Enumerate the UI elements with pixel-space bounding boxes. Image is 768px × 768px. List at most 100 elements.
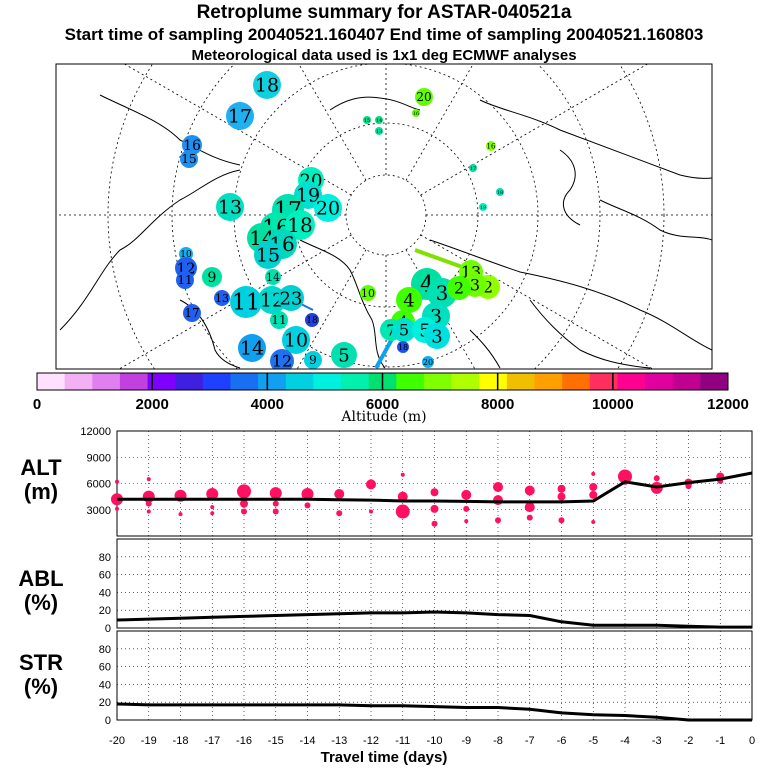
plume-marker-circle xyxy=(202,267,222,287)
plume-marker: 9 xyxy=(304,351,322,369)
altitude-scale-swatch xyxy=(37,373,66,390)
coastline xyxy=(99,94,241,166)
plume-marker-label: 12 xyxy=(272,352,292,371)
abl-y-tick-label: 20 xyxy=(99,605,111,617)
plume-marker-label: 2 xyxy=(454,279,464,298)
plume-marker-circle xyxy=(265,269,281,285)
plume-marker-circle xyxy=(270,349,294,369)
plume-marker-circle xyxy=(282,326,310,354)
plume-marker: 17 xyxy=(469,164,477,172)
altitude-point xyxy=(115,479,119,484)
altitude-scale-swatch xyxy=(285,373,314,390)
plume-marker: 18 xyxy=(305,313,319,327)
plume-marker-circle xyxy=(270,311,288,329)
altitude-scale-swatch xyxy=(230,373,259,390)
plume-marker-circle xyxy=(226,102,254,130)
plume-marker-label: 16 xyxy=(487,142,496,150)
plume-marker-label: 18 xyxy=(497,190,503,196)
x-tick-label: -4 xyxy=(620,735,630,747)
altitude-point xyxy=(524,485,535,496)
altitude-point xyxy=(524,502,535,513)
plume-marker: 3 xyxy=(424,323,450,349)
altitude-scale-swatch xyxy=(589,373,618,390)
plume-marker-label: 5 xyxy=(419,320,430,341)
altitude-point xyxy=(400,472,405,477)
altitude-scale-tick: 6000 xyxy=(366,396,399,413)
altitude-point xyxy=(589,490,598,499)
altitude-point xyxy=(591,520,596,524)
altitude-scale-tick: 10000 xyxy=(592,396,634,413)
coastline xyxy=(599,199,712,241)
abl-label-text: ABL (%) xyxy=(18,566,64,615)
altitude-point xyxy=(146,477,151,482)
plume-marker-circle xyxy=(179,247,193,261)
plume-marker-circle xyxy=(183,304,201,322)
plume-marker: 18 xyxy=(397,341,409,353)
plume-marker-label: 9 xyxy=(309,353,317,367)
plume-marker-label: 16 xyxy=(183,138,201,154)
plume-marker-circle xyxy=(230,286,262,318)
plume-marker-circle xyxy=(180,150,198,168)
alt-panel-label: ALT (m) xyxy=(6,456,76,504)
plume-marker-label: 14 xyxy=(266,271,280,284)
plume-marker: 15 xyxy=(363,116,371,124)
altitude-point xyxy=(653,475,660,482)
altitude-point xyxy=(240,499,248,508)
alt-y-tick-label: 3000 xyxy=(87,505,111,517)
plume-marker-label: 7 xyxy=(386,321,396,339)
plume-marker-circle xyxy=(285,210,315,240)
plume-marker-circle xyxy=(304,351,322,369)
altitude-point xyxy=(145,500,152,507)
altitude-point xyxy=(495,517,501,524)
coastline xyxy=(299,239,386,369)
x-tick-label: -10 xyxy=(427,735,443,747)
plume-marker-label: 3 xyxy=(470,276,480,295)
plume-marker-circle xyxy=(305,313,319,327)
x-tick-label: -11 xyxy=(395,735,410,747)
altitude-point xyxy=(272,500,279,507)
coastline xyxy=(59,169,241,331)
alt-series-line xyxy=(117,471,753,504)
alt-y-tick-label: 9000 xyxy=(87,452,111,464)
altitude-point xyxy=(304,502,311,509)
x-tick-label: -12 xyxy=(363,735,379,747)
plume-marker-label: 14 xyxy=(240,338,264,360)
abl-y-tick-label: 40 xyxy=(99,587,111,599)
str-series-line xyxy=(116,702,752,722)
altitude-scale-swatch xyxy=(534,373,563,390)
plume-marker-label: 3 xyxy=(431,326,442,347)
coastline xyxy=(469,329,501,369)
plume-marker-circle xyxy=(254,241,282,269)
meridian-line xyxy=(296,249,367,369)
plume-marker-circle xyxy=(363,116,371,124)
plume-marker-label: 12 xyxy=(260,290,284,312)
latitude-circle xyxy=(107,64,665,369)
altitude-point xyxy=(526,514,533,521)
altitude-scale-swatch xyxy=(672,373,701,390)
plume-marker: 20 xyxy=(422,356,434,368)
altitude-scale-swatch xyxy=(313,373,342,390)
plume-marker-label: 11 xyxy=(271,313,286,327)
altitude-point xyxy=(557,492,566,501)
x-tick-label: -8 xyxy=(493,735,503,747)
plume-marker-circle xyxy=(469,164,477,172)
altitude-scale-tick: 4000 xyxy=(251,396,284,413)
alt-y-tick-label: 12000 xyxy=(80,426,111,438)
plume-marker-circle xyxy=(412,109,420,117)
x-tick-label: -20 xyxy=(109,735,125,747)
plume-marker-label: 13 xyxy=(218,197,242,219)
meridian-line xyxy=(420,64,649,196)
plume-marker-label: 16 xyxy=(413,111,419,117)
abl-panel-label: ABL (%) xyxy=(6,567,76,615)
plume-marker: 11 xyxy=(270,311,288,329)
altitude-point xyxy=(463,505,470,512)
str-y-tick-label: 80 xyxy=(99,644,111,656)
plume-marker-circle xyxy=(278,285,304,311)
altitude-scale-tick: 0 xyxy=(33,396,41,413)
plume-marker-label: 13 xyxy=(215,292,229,305)
plume-marker-label: 15 xyxy=(256,245,280,267)
altitude-scale-swatch xyxy=(119,373,149,390)
altitude-scale-swatch xyxy=(562,373,591,390)
plume-marker-label: 19 xyxy=(480,205,486,211)
